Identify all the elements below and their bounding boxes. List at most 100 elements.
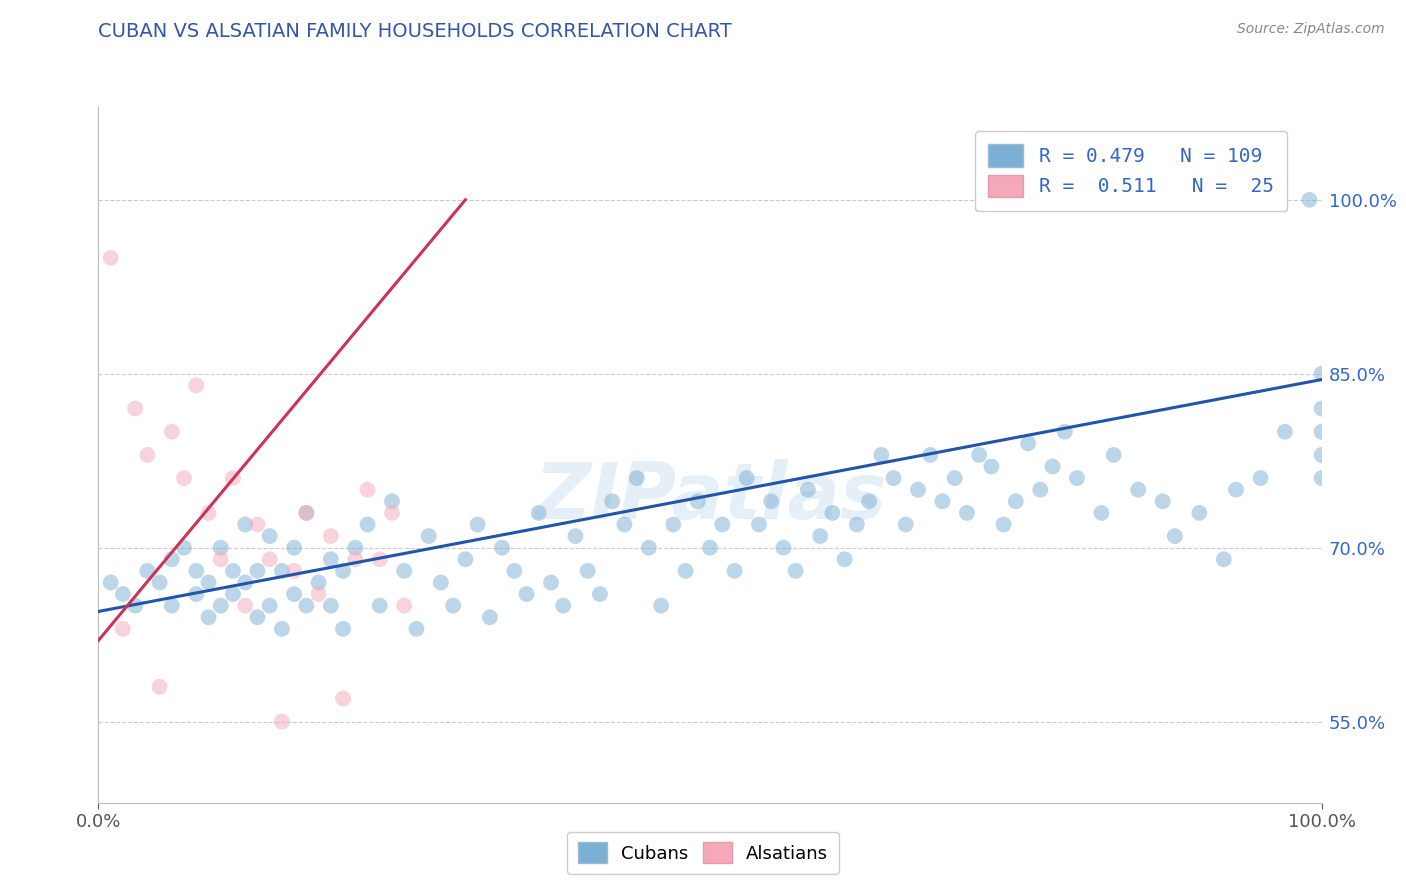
- Point: [516, 587, 538, 601]
- Point: [149, 680, 172, 694]
- Point: [626, 471, 648, 485]
- Point: [1017, 436, 1039, 450]
- Point: [589, 587, 612, 601]
- Point: [870, 448, 893, 462]
- Point: [1128, 483, 1150, 497]
- Point: [711, 517, 734, 532]
- Point: [319, 529, 342, 543]
- Point: [160, 552, 183, 566]
- Point: [553, 599, 575, 613]
- Point: [173, 471, 195, 485]
- Point: [283, 587, 305, 601]
- Point: [246, 517, 269, 532]
- Point: [405, 622, 427, 636]
- Legend: R = 0.479   N = 109, R =  0.511   N =  25: R = 0.479 N = 109, R = 0.511 N = 25: [974, 130, 1288, 211]
- Point: [1152, 494, 1174, 508]
- Point: [600, 494, 623, 508]
- Point: [1004, 494, 1026, 508]
- Point: [943, 471, 966, 485]
- Point: [1310, 448, 1333, 462]
- Point: [319, 552, 342, 566]
- Point: [454, 552, 477, 566]
- Point: [821, 506, 844, 520]
- Point: [907, 483, 929, 497]
- Point: [308, 587, 330, 601]
- Point: [381, 494, 404, 508]
- Point: [527, 506, 550, 520]
- Point: [613, 517, 636, 532]
- Point: [259, 599, 281, 613]
- Text: CUBAN VS ALSATIAN FAMILY HOUSEHOLDS CORRELATION CHART: CUBAN VS ALSATIAN FAMILY HOUSEHOLDS CORR…: [98, 22, 733, 41]
- Point: [295, 506, 318, 520]
- Point: [124, 599, 146, 613]
- Point: [295, 506, 318, 520]
- Point: [381, 506, 404, 520]
- Point: [1310, 367, 1333, 381]
- Point: [980, 459, 1002, 474]
- Point: [209, 552, 232, 566]
- Point: [270, 622, 294, 636]
- Point: [1212, 552, 1234, 566]
- Point: [392, 564, 416, 578]
- Point: [735, 471, 758, 485]
- Point: [772, 541, 794, 555]
- Y-axis label: Family Households: Family Households: [0, 371, 8, 539]
- Point: [1042, 459, 1064, 474]
- Point: [1090, 506, 1112, 520]
- Point: [186, 378, 208, 392]
- Point: [638, 541, 661, 555]
- Point: [209, 541, 232, 555]
- Point: [222, 587, 245, 601]
- Point: [1310, 401, 1333, 416]
- Point: [748, 517, 770, 532]
- Point: [160, 425, 183, 439]
- Point: [295, 599, 318, 613]
- Point: [136, 448, 159, 462]
- Text: ZIPatlas: ZIPatlas: [534, 458, 886, 534]
- Point: [136, 564, 159, 578]
- Point: [319, 599, 342, 613]
- Point: [1310, 425, 1333, 439]
- Point: [356, 483, 378, 497]
- Point: [222, 471, 245, 485]
- Point: [894, 517, 917, 532]
- Point: [430, 575, 453, 590]
- Point: [1298, 193, 1320, 207]
- Point: [233, 599, 256, 613]
- Point: [209, 599, 232, 613]
- Point: [1310, 471, 1333, 485]
- Point: [858, 494, 880, 508]
- Point: [197, 575, 219, 590]
- Point: [332, 622, 354, 636]
- Point: [270, 714, 294, 729]
- Point: [186, 587, 208, 601]
- Point: [111, 587, 134, 601]
- Point: [576, 564, 599, 578]
- Point: [197, 506, 219, 520]
- Point: [956, 506, 979, 520]
- Point: [1225, 483, 1247, 497]
- Point: [111, 622, 134, 636]
- Point: [368, 599, 391, 613]
- Point: [160, 599, 183, 613]
- Point: [368, 552, 391, 566]
- Point: [283, 541, 305, 555]
- Point: [1274, 425, 1296, 439]
- Point: [124, 401, 146, 416]
- Point: [834, 552, 856, 566]
- Point: [418, 529, 440, 543]
- Point: [845, 517, 868, 532]
- Point: [186, 564, 208, 578]
- Point: [993, 517, 1015, 532]
- Point: [344, 541, 367, 555]
- Point: [883, 471, 905, 485]
- Point: [675, 564, 697, 578]
- Point: [761, 494, 783, 508]
- Point: [662, 517, 685, 532]
- Point: [344, 552, 367, 566]
- Legend: Cubans, Alsatians: Cubans, Alsatians: [567, 831, 839, 874]
- Point: [564, 529, 586, 543]
- Point: [1164, 529, 1187, 543]
- Point: [931, 494, 953, 508]
- Point: [808, 529, 831, 543]
